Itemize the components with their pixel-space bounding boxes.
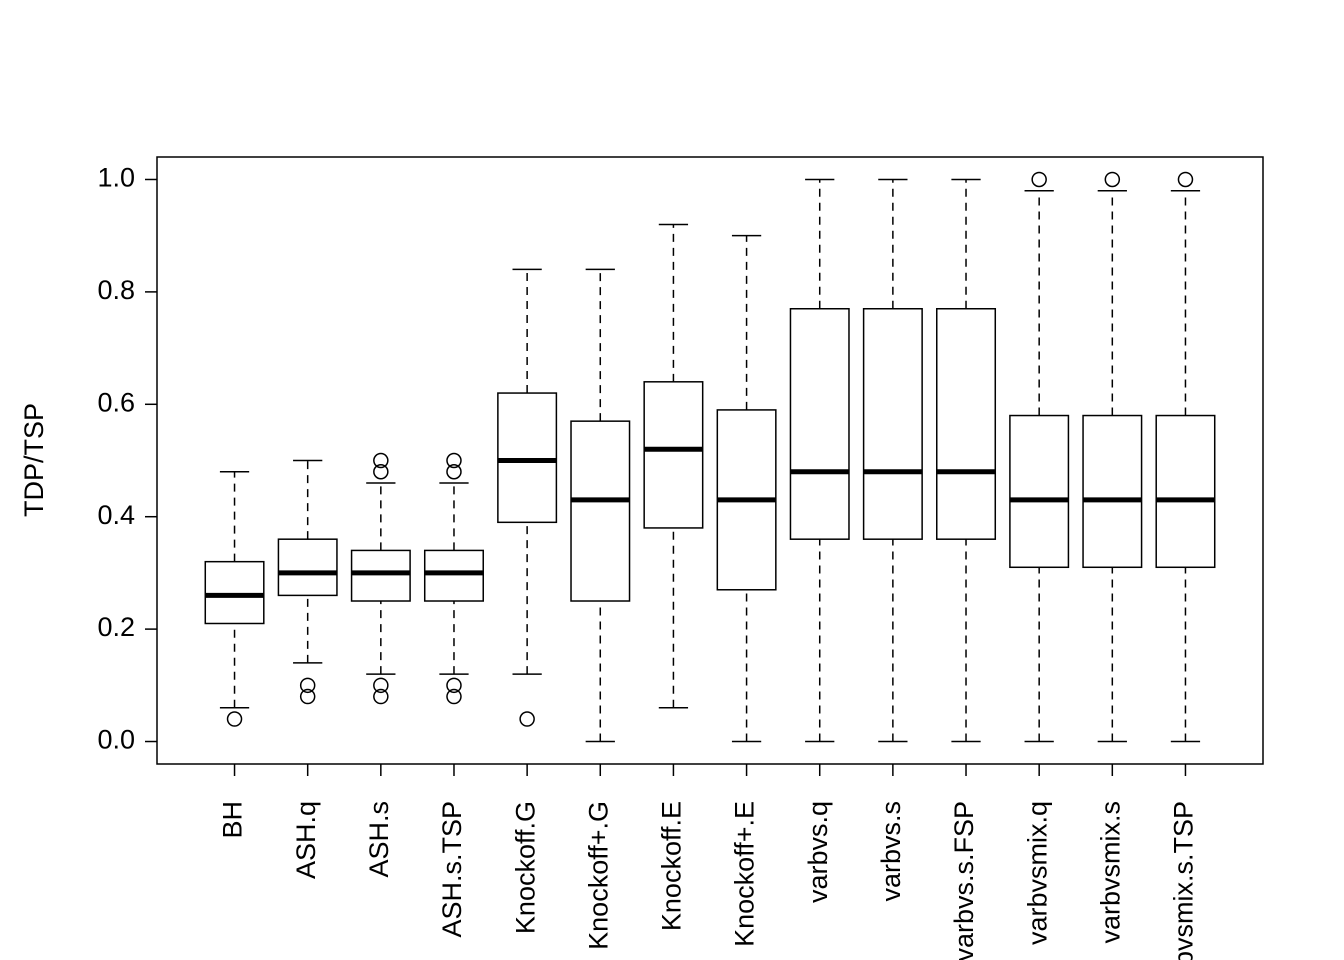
outlier — [519, 711, 535, 727]
outlier — [299, 688, 316, 705]
outlier — [226, 711, 243, 727]
x-tick-label: varbvsmix.s — [1095, 801, 1125, 944]
outlier — [373, 688, 389, 705]
y-tick-label: 0.0 — [97, 725, 135, 755]
x-tick-label: varbvs.s — [876, 801, 906, 902]
box — [277, 538, 338, 597]
outlier — [446, 452, 462, 469]
x-tick-label: ASH.s.TSP — [437, 801, 467, 938]
box — [1082, 414, 1143, 569]
y-tick-label: 0.2 — [97, 612, 135, 642]
outlier — [373, 677, 389, 694]
outlier — [373, 452, 389, 469]
box — [643, 381, 704, 529]
outlier — [373, 463, 389, 480]
x-tick-label: BH — [218, 801, 248, 839]
outlier — [446, 688, 462, 705]
box — [350, 549, 411, 602]
y-axis-label: TDP/TSP — [19, 403, 49, 517]
x-tick-label: varbvsmix.s.TSP — [1169, 801, 1199, 960]
box — [789, 308, 850, 540]
plot-frame — [156, 156, 1264, 765]
x-tick-label: varbvs.q — [803, 801, 833, 903]
x-tick-label: ASH.s — [364, 801, 394, 878]
outlier — [446, 463, 462, 480]
box — [204, 560, 265, 625]
y-tick-label: 0.4 — [97, 500, 135, 530]
box — [423, 549, 484, 602]
x-tick-label: varbvs.s.FSP — [949, 801, 979, 960]
outlier — [1177, 171, 1194, 188]
y-tick-label: 0.8 — [97, 275, 135, 305]
box — [1155, 414, 1216, 569]
outlier — [1104, 171, 1121, 188]
y-tick-label: 1.0 — [97, 163, 135, 193]
box — [497, 392, 558, 524]
x-tick-label: Knockoff+.E — [730, 801, 760, 947]
y-tick-label: 0.6 — [97, 387, 135, 417]
outlier — [299, 677, 316, 694]
outlier — [446, 677, 462, 694]
box — [570, 420, 631, 602]
x-tick-label: varbvsmix.q — [1022, 801, 1052, 945]
x-tick-label: ASH.q — [291, 801, 321, 879]
x-tick-label: Knockoff.E — [657, 801, 687, 931]
box — [936, 308, 997, 540]
outlier — [1031, 171, 1047, 188]
box — [1009, 414, 1070, 569]
box — [862, 308, 923, 540]
x-tick-label: Knockoff.G — [510, 801, 540, 934]
x-tick-label: Knockoff+.G — [583, 801, 613, 950]
